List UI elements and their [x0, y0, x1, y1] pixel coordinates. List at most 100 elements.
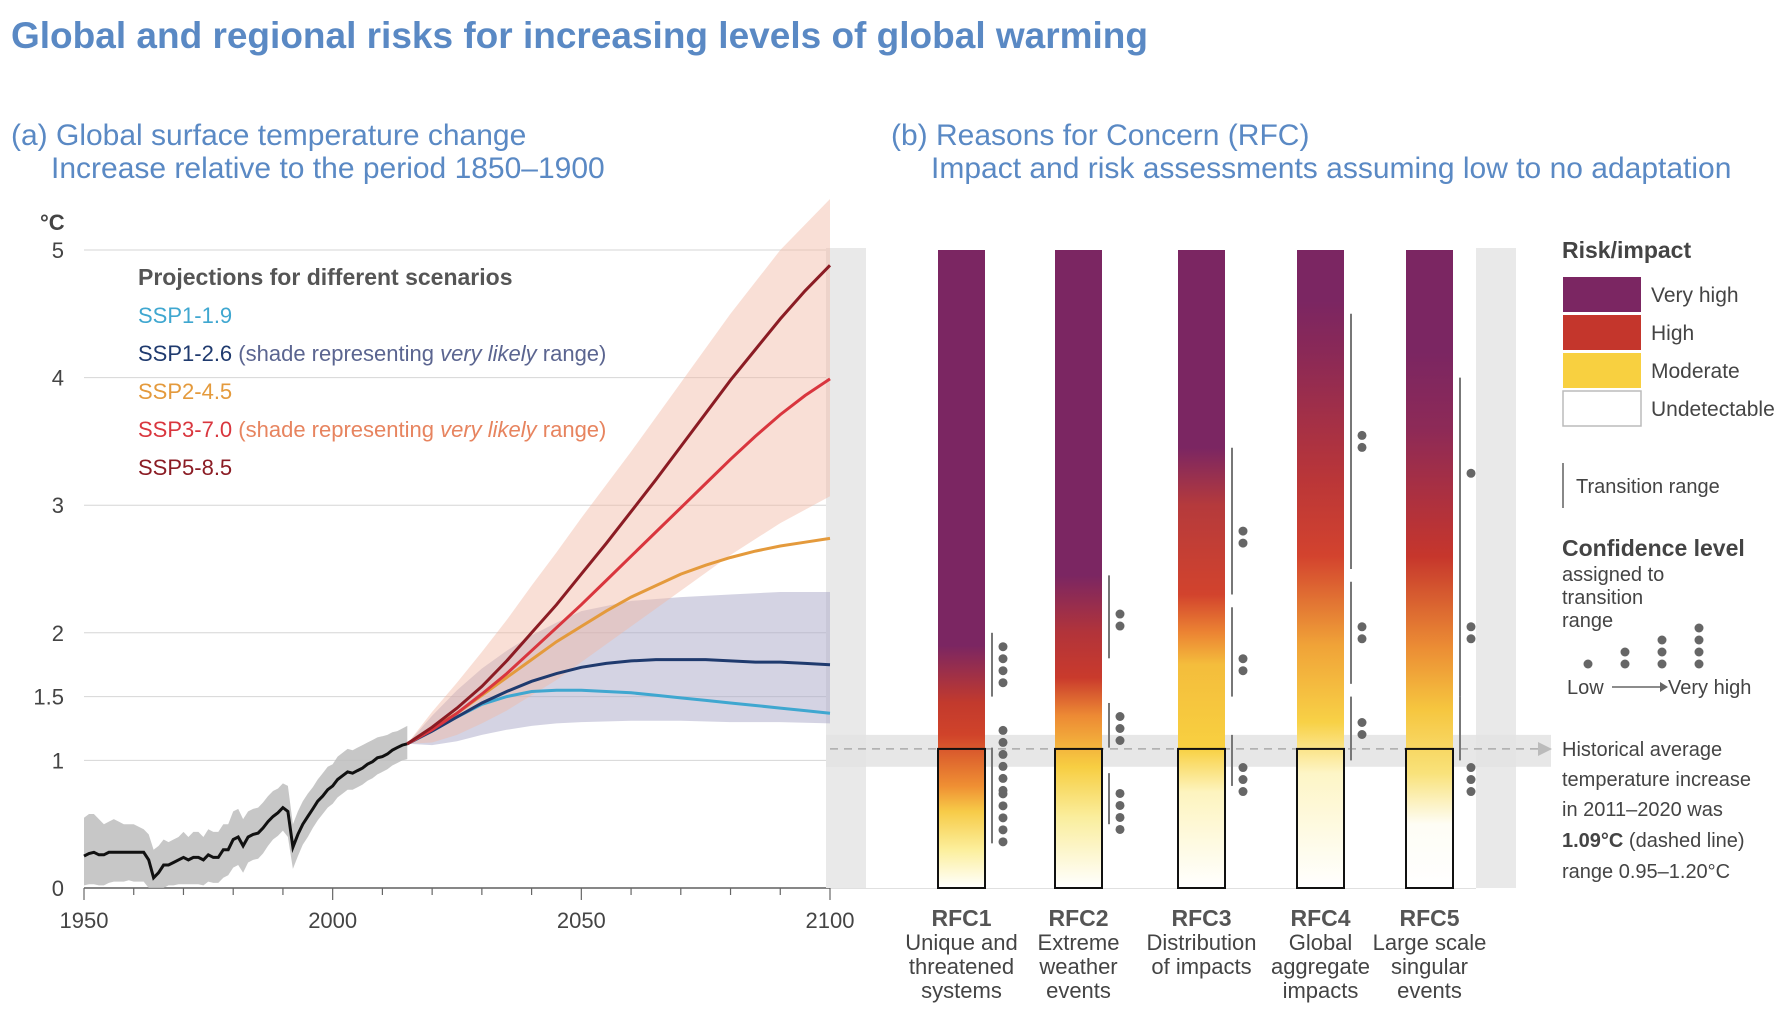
rfc-bar-outline-2 [1054, 747, 1103, 890]
scenario-name: SSP5-8.5 [138, 455, 232, 480]
rfc-description-line: events [1397, 978, 1462, 1003]
rfc-bar-2 [1055, 250, 1102, 888]
rfc-description-line: threatened [909, 954, 1014, 979]
figure-title: Global and regional risks for increasing… [11, 15, 1148, 56]
confidence-legend-dot [1694, 647, 1704, 657]
rfc-bar-outline-1 [937, 747, 986, 890]
rfc-description-line: Large scale [1373, 930, 1487, 955]
historical-line [83, 742, 408, 881]
transition-range-label: Transition range [1576, 476, 1720, 498]
rfc-bar-outline-5 [1405, 747, 1454, 890]
confidence-dot [998, 737, 1008, 747]
confidence-sub-2: transition [1562, 587, 1643, 609]
scenario-name: SSP1-2.6 [138, 341, 232, 366]
scenario-note-end: range) [537, 417, 607, 442]
confidence-dot [998, 761, 1008, 771]
rfc-code-label: RFC4 [1290, 905, 1350, 931]
ssp370-very-likely-band [407, 199, 830, 744]
historical-note-3: in 2011–2020 was [1562, 799, 1723, 821]
historical-band [84, 725, 408, 888]
confidence-dot [998, 678, 1008, 688]
confidence-dot [1238, 787, 1248, 797]
confidence-dot [1357, 442, 1367, 452]
confidence-legend-dot [1694, 659, 1704, 669]
confidence-legend-dot [1694, 635, 1704, 645]
rfc-code-label: RFC3 [1171, 905, 1231, 931]
panel-a-title-line1: (a) Global surface temperature change [11, 119, 526, 152]
rfc-bar-outline-3 [1177, 747, 1226, 890]
confidence-dot [998, 654, 1008, 664]
rfc-description-line: events [1046, 978, 1111, 1003]
risk-swatch [1563, 277, 1641, 312]
confidence-dot [1357, 718, 1367, 727]
y-tick-label: 2 [52, 621, 64, 646]
confidence-dot [998, 813, 1008, 823]
historical-range: range 0.95–1.20°C [1562, 861, 1730, 883]
confidence-dot [1466, 787, 1476, 797]
rfc-description-line: of impacts [1151, 954, 1251, 979]
scenario-legend: Projections for different scenarios SSP1… [138, 264, 606, 480]
rfc-bar-5 [1406, 250, 1453, 888]
risk-label: Undetectable [1651, 398, 1775, 421]
scenario-legend-item: SSP5-8.5 [138, 455, 232, 480]
confidence-dot [1115, 712, 1125, 721]
risk-label: Very high [1651, 284, 1739, 307]
rfc-description-line: singular [1391, 954, 1468, 979]
y-tick-label: 3 [52, 493, 64, 518]
rfc-bar-4 [1297, 250, 1344, 888]
confidence-dot [998, 749, 1008, 759]
rfc-code-label: RFC2 [1048, 905, 1108, 931]
historical-note-1: Historical average [1562, 739, 1722, 761]
confidence-dot [1238, 654, 1248, 664]
y-tick-label: 4 [52, 366, 64, 391]
rfc-bar-outline-4 [1296, 747, 1345, 890]
series-line-ssp126 [406, 658, 831, 746]
y-tick-label: 1 [52, 748, 64, 773]
confidence-dot [1115, 788, 1125, 798]
rfc-bar-1 [938, 250, 985, 888]
risk-swatch [1563, 315, 1641, 350]
scenario-legend-item: SSP3-7.0 (shade representing very likely… [138, 417, 606, 442]
confidence-dot [1357, 730, 1367, 739]
rfc-description-line: impacts [1283, 978, 1359, 1003]
rfc-description-line: weather [1038, 954, 1117, 979]
risk-legend-header: Risk/impact [1562, 237, 1691, 263]
historical-note-2: temperature increase [1562, 769, 1751, 791]
confidence-legend-dot [1583, 659, 1593, 669]
y-tick-label: 5 [52, 238, 64, 263]
scenario-legend-item: SSP1-2.6 (shade representing very likely… [138, 341, 606, 366]
confidence-dot [1466, 775, 1476, 785]
confidence-dot [1238, 775, 1248, 785]
confidence-dot [1357, 622, 1367, 632]
confidence-dot [998, 725, 1008, 735]
scenario-legend-item: SSP1-1.9 [138, 303, 232, 328]
y-tick-label: 1.5 [33, 685, 64, 710]
scenario-note-emphasis: very likely [440, 341, 539, 366]
historical-arrow-icon [1538, 742, 1552, 756]
confidence-sub-1: assigned to [1562, 564, 1664, 586]
confidence-dot [1238, 666, 1248, 676]
confidence-dot [1466, 622, 1476, 632]
rfc-code-label: RFC5 [1399, 905, 1459, 931]
series-line-ssp370 [406, 377, 831, 746]
historical-value-suffix: (dashed line) [1623, 830, 1744, 852]
confidence-dot [1115, 800, 1125, 810]
confidence-dot [998, 785, 1008, 795]
risk-label: High [1651, 322, 1694, 345]
historical-value: 1.09°C [1562, 830, 1623, 852]
scenario-note: (shade representing [232, 341, 440, 366]
confidence-legend-dot [1620, 659, 1630, 669]
scenario-legend-header: Projections for different scenarios [138, 264, 512, 290]
scenario-name: SSP2-4.5 [138, 379, 232, 404]
risk-legend: Risk/impact Very high High Moderate Undetec… [1538, 237, 1775, 883]
rfc-description-line: Extreme [1038, 930, 1120, 955]
series-line-ssp585 [406, 264, 832, 746]
confidence-dot [998, 773, 1008, 783]
ssp126-very-likely-band [407, 592, 830, 746]
confidence-dot [1115, 824, 1125, 834]
rfc-description-line: Distribution [1146, 930, 1256, 955]
panel-b-title-line1: (b) Reasons for Concern (RFC) [891, 119, 1309, 152]
historical-note-4: 1.09°C (dashed line) [1562, 830, 1745, 852]
panel-b-title-line2: Impact and risk assessments assuming low… [931, 152, 1731, 185]
